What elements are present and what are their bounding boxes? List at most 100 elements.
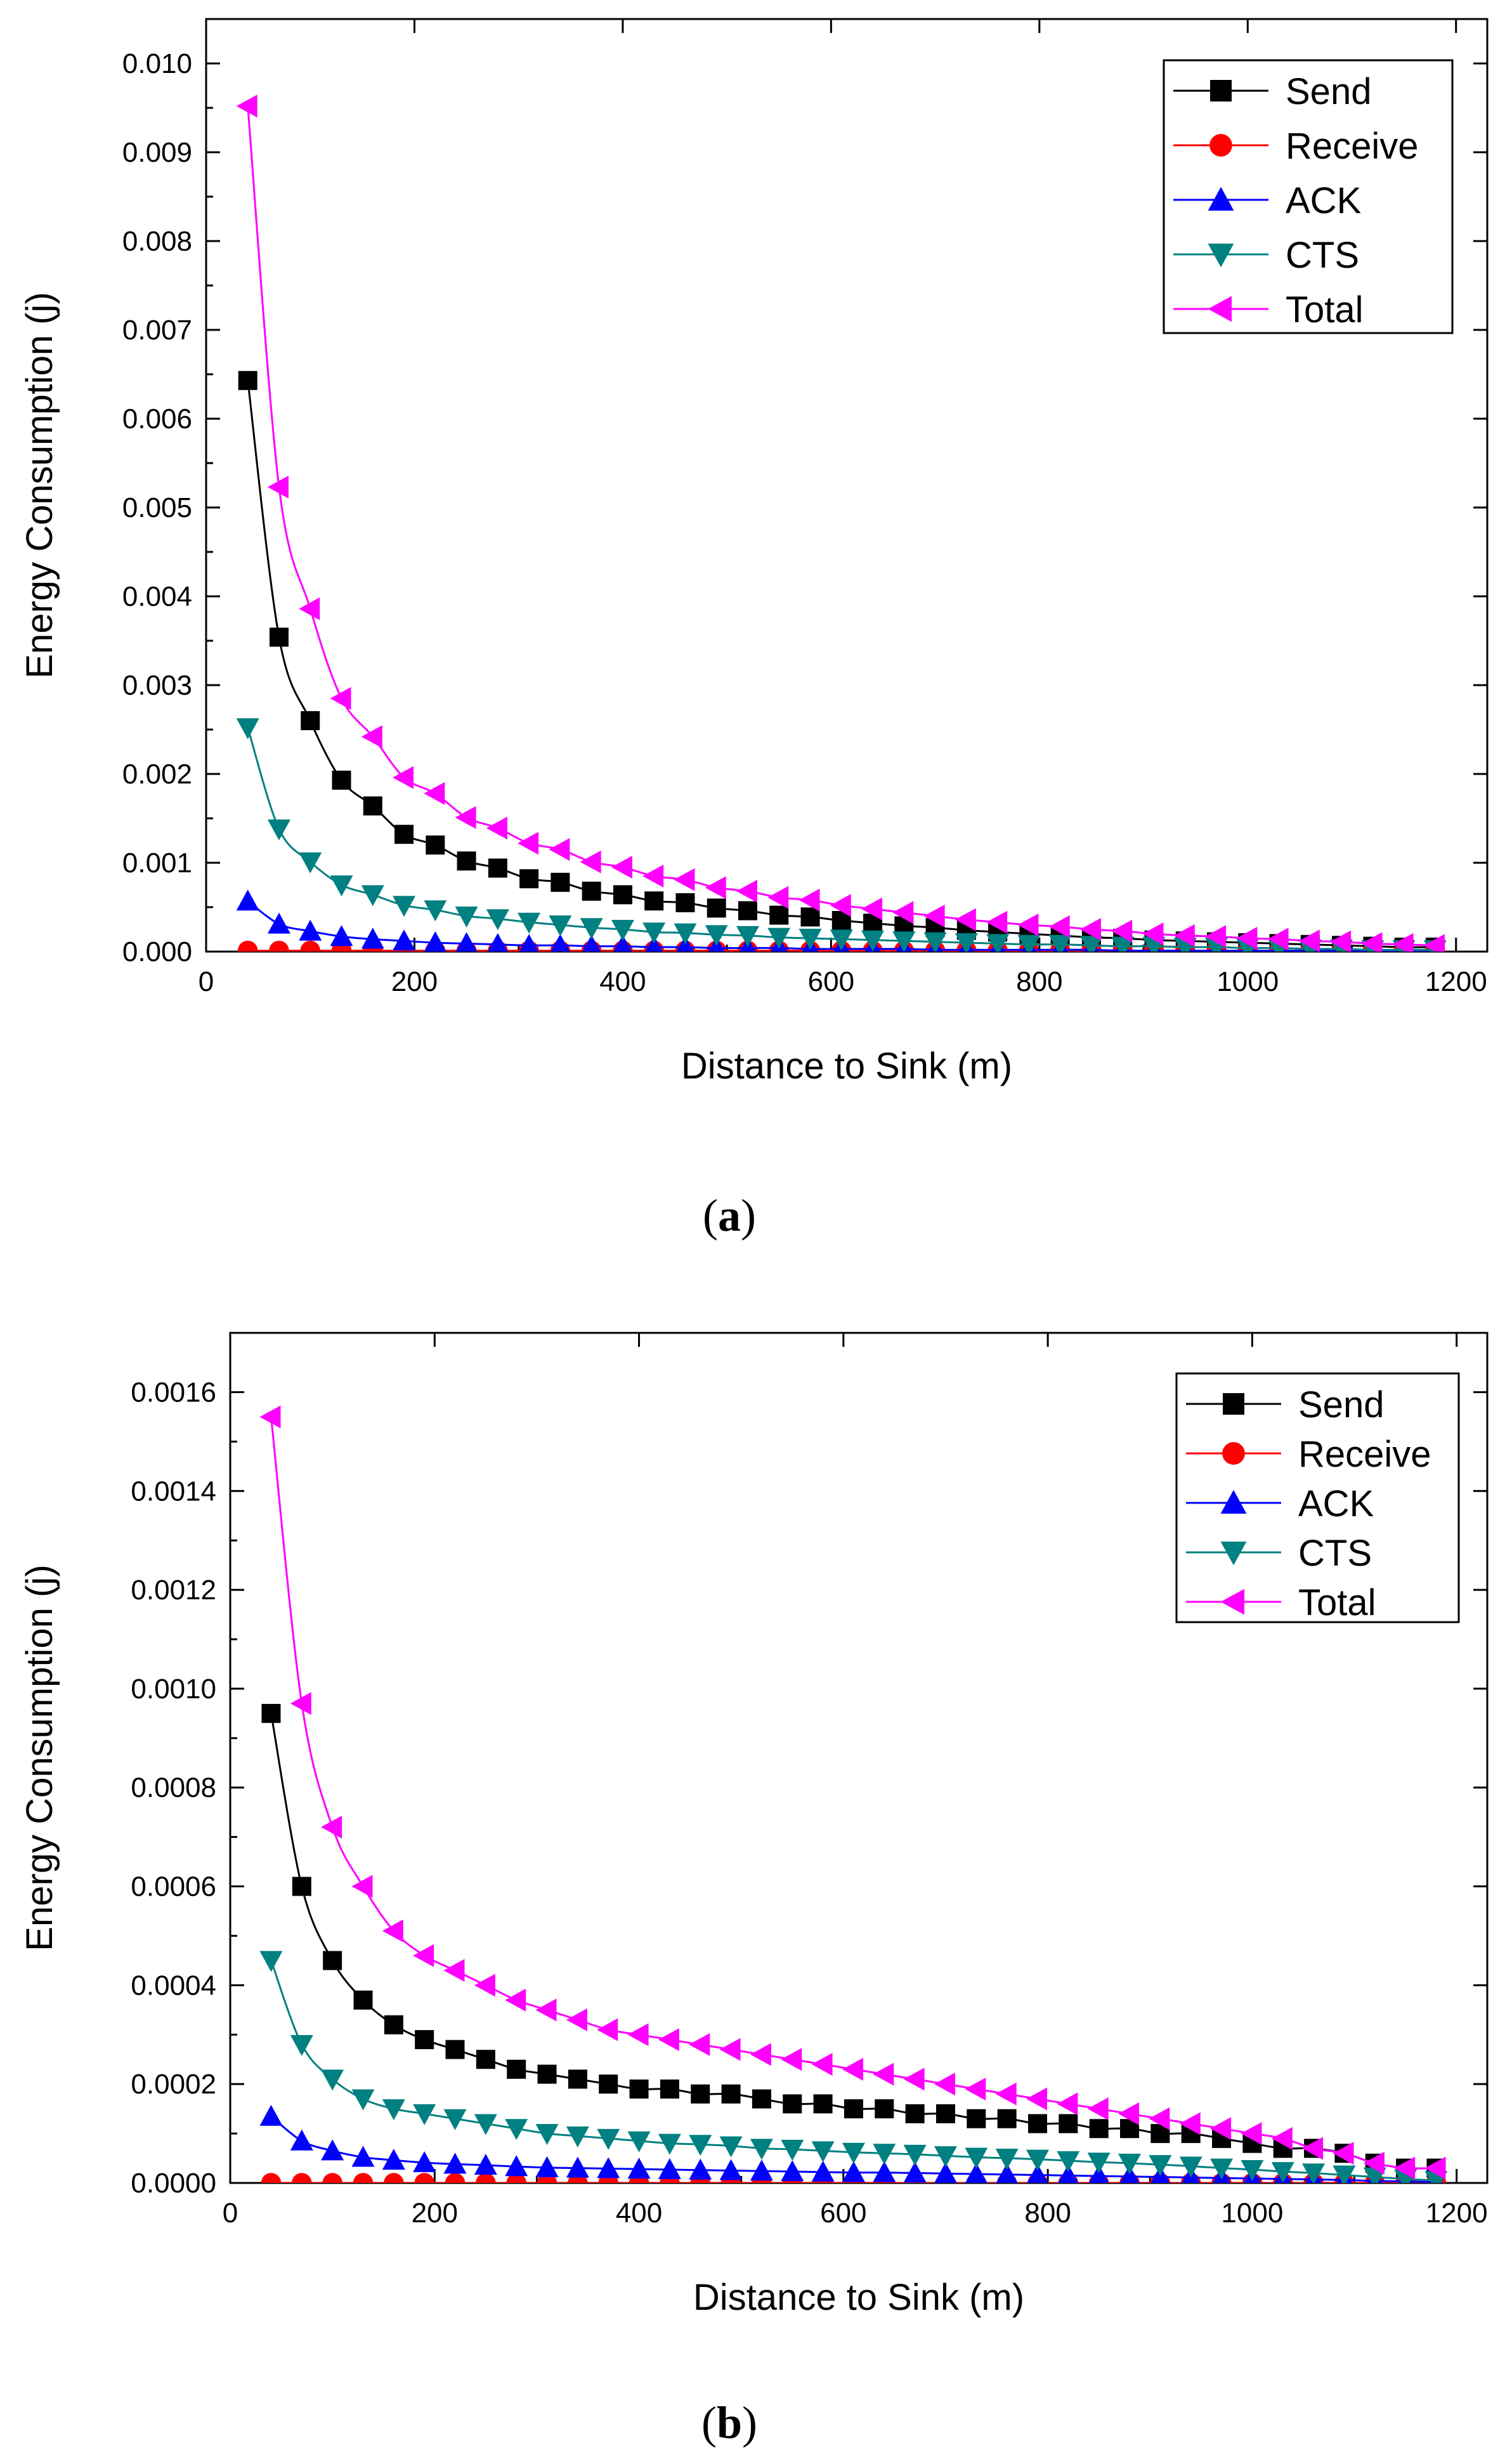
chart-a-point-ack	[236, 889, 259, 911]
chart-a-point-cts	[705, 925, 728, 947]
chart-a-point-total	[1017, 914, 1039, 936]
chart-a-y-tick-label: 0.009	[122, 137, 192, 168]
chart-b-series-total	[259, 1405, 1446, 2180]
chart-b-legend-marker-cts	[1220, 1542, 1247, 1566]
chart-b-y-tick-label: 0.0010	[131, 1674, 216, 1705]
chart-a-point-cts	[955, 933, 978, 952]
chart-a-point-cts	[486, 909, 509, 931]
chart-b-point-receive	[414, 2173, 434, 2183]
chart-a-point-send	[301, 711, 320, 730]
chart-b-point-total	[750, 2043, 771, 2066]
chart-a-point-total	[1330, 930, 1352, 952]
chart-a-point-total	[955, 908, 976, 931]
chart-a-point-send	[269, 627, 289, 647]
chart-b-point-total	[627, 2023, 649, 2047]
chart-b-point-ack	[842, 2161, 865, 2182]
chart-a-x-tick-label: 400	[599, 966, 646, 997]
chart-a-y-tick-label: 0.004	[122, 581, 192, 612]
chart-a-series-line-send	[247, 380, 1435, 948]
chart-b-point-total	[658, 2028, 679, 2052]
chart-b-point-total	[259, 1405, 281, 1429]
chart-a-point-cts	[1048, 934, 1072, 952]
chart-b-point-cts	[689, 2135, 712, 2156]
chart-b-point-cts	[995, 2149, 1019, 2170]
chart-a-point-send	[675, 893, 695, 912]
panel-label-a-letter: a	[718, 1190, 741, 1241]
chart-a-point-ack	[455, 932, 478, 952]
chart-a-x-axis-title: Distance to Sink (m)	[681, 1045, 1012, 1087]
chart-b-point-send	[507, 2059, 526, 2079]
chart-b-point-receive	[292, 2173, 312, 2183]
chart-a-point-cts	[923, 932, 947, 952]
chart-b-point-receive	[353, 2173, 374, 2183]
chart-a-point-total	[1236, 927, 1258, 950]
chart-b-point-total	[1241, 2122, 1262, 2146]
chart-a-point-send	[332, 770, 351, 790]
chart-b-point-total	[1149, 2107, 1170, 2130]
chart-b-y-tick-label: 0.0000	[131, 2168, 216, 2199]
chart-a-point-send	[238, 370, 257, 390]
chart-a-legend-marker-total	[1208, 296, 1232, 322]
chart-b-point-total	[1424, 2156, 1446, 2180]
chart-b-point-total	[1271, 2126, 1293, 2150]
chart-b-point-cts	[474, 2114, 497, 2135]
chart-b-point-send	[721, 2084, 741, 2104]
chart-a-x-tick-label: 800	[1016, 966, 1062, 997]
chart-a-point-cts	[736, 926, 759, 947]
chart-a-point-send	[394, 825, 414, 844]
chart-b-point-cts	[597, 2128, 620, 2150]
chart-a-point-total	[1205, 925, 1227, 948]
chart-b-point-send	[629, 2079, 649, 2099]
chart-a-legend-marker-receive	[1209, 134, 1232, 157]
chart-a-point-send	[519, 869, 539, 889]
chart-b-point-total	[1363, 2151, 1385, 2175]
chart-a-legend-marker-cts	[1208, 244, 1234, 268]
chart-a-legend-label-ack: ACK	[1286, 180, 1362, 221]
chart-a-point-cts	[861, 930, 885, 952]
chart-b-point-send	[997, 2109, 1017, 2128]
chart-b-point-ack	[413, 2151, 436, 2173]
chart-b-point-total	[351, 1875, 373, 1898]
chart-b-point-total	[811, 2053, 833, 2076]
chart-a-point-cts	[642, 922, 666, 944]
chart-a-point-total	[330, 687, 351, 710]
chart-a-y-tick-label: 0.007	[122, 315, 192, 346]
chart-b-legend-label-cts: CTS	[1298, 1533, 1372, 1574]
chart-a-point-cts	[393, 896, 416, 917]
chart-b-legend-marker-total	[1220, 1589, 1244, 1615]
chart-a-series-send	[238, 370, 1445, 952]
chart-a-y-tick-label: 0.010	[122, 48, 192, 79]
chart-b-point-send	[813, 2094, 833, 2114]
chart-a-point-cts	[455, 907, 478, 927]
chart-b-point-ack	[965, 2162, 987, 2183]
chart-b-y-tick-label: 0.0012	[131, 1575, 216, 1606]
chart-b-point-total	[934, 2073, 955, 2096]
chart-a-point-total	[1173, 924, 1195, 947]
chart-b-point-send	[1027, 2114, 1047, 2133]
chart-b-legend-marker-receive	[1222, 1442, 1245, 1465]
chart-b-point-cts	[1241, 2159, 1264, 2181]
chart-a-point-total	[393, 766, 414, 789]
chart-b-point-ack	[1027, 2163, 1048, 2183]
chart-a-point-ack	[551, 934, 570, 952]
chart-a-point-total	[1392, 933, 1414, 952]
chart-b-point-cts	[413, 2104, 436, 2125]
chart-a-legend-marker-send	[1210, 80, 1232, 102]
chart-b-point-ack	[1058, 2164, 1079, 2183]
chart-a-y-tick-label: 0.001	[122, 848, 192, 879]
chart-a-point-total	[736, 879, 757, 903]
chart-b-point-send	[568, 2069, 587, 2089]
chart-b-point-cts	[351, 2089, 375, 2111]
chart-b-point-send	[1089, 2119, 1109, 2139]
chart-b-point-ack	[934, 2162, 957, 2183]
chart-a-point-cts	[1017, 934, 1041, 952]
chart-b-point-cts	[965, 2147, 988, 2169]
chart-b-point-cts	[1149, 2155, 1172, 2177]
chart-b-y-tick-label: 0.0008	[131, 1772, 216, 1804]
chart-b-y-tick-label: 0.0006	[131, 1871, 216, 1903]
chart-b-point-ack	[505, 2155, 528, 2177]
chart-a-y-tick-label: 0.005	[122, 492, 192, 523]
chart-a-point-total	[767, 886, 789, 909]
chart-b-point-total	[1057, 2092, 1078, 2116]
chart-b-point-cts	[1057, 2151, 1080, 2172]
